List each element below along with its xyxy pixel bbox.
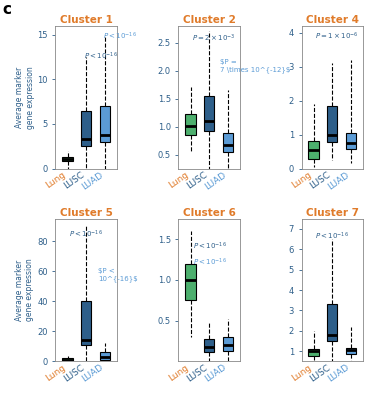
- PathPatch shape: [186, 114, 196, 135]
- PathPatch shape: [204, 96, 214, 131]
- Title: Cluster 1: Cluster 1: [60, 15, 113, 25]
- Text: $P < 10^{-16}$: $P < 10^{-16}$: [84, 51, 118, 62]
- Text: $P = 1 \times 10^{-6}$: $P = 1 \times 10^{-6}$: [314, 31, 358, 42]
- Text: $P < 10^{-16}$: $P < 10^{-16}$: [194, 257, 227, 268]
- PathPatch shape: [204, 340, 214, 352]
- PathPatch shape: [100, 106, 110, 142]
- PathPatch shape: [81, 301, 91, 345]
- PathPatch shape: [62, 157, 73, 161]
- PathPatch shape: [346, 133, 356, 149]
- PathPatch shape: [62, 358, 73, 361]
- Title: Cluster 6: Cluster 6: [183, 208, 235, 218]
- PathPatch shape: [327, 304, 338, 341]
- PathPatch shape: [186, 263, 196, 300]
- Y-axis label: Average marker
gene expression: Average marker gene expression: [15, 66, 34, 128]
- Text: $P < 10^{-16}$: $P < 10^{-16}$: [194, 241, 227, 252]
- Title: Cluster 4: Cluster 4: [306, 15, 359, 25]
- Text: $P < 10^{-16}$: $P < 10^{-16}$: [70, 229, 103, 241]
- Title: Cluster 7: Cluster 7: [306, 208, 359, 218]
- PathPatch shape: [308, 349, 319, 356]
- Text: $P =
7 \times 10^{-12}$: $P = 7 \times 10^{-12}$: [220, 59, 291, 73]
- Text: $P < 10^{-16}$: $P < 10^{-16}$: [316, 231, 349, 242]
- PathPatch shape: [327, 106, 338, 142]
- PathPatch shape: [346, 348, 356, 354]
- Y-axis label: Average marker
gene expression: Average marker gene expression: [15, 259, 34, 322]
- PathPatch shape: [223, 133, 233, 152]
- Text: $P = 2 \times 10^{-3}$: $P = 2 \times 10^{-3}$: [192, 32, 235, 44]
- PathPatch shape: [223, 337, 233, 351]
- Title: Cluster 5: Cluster 5: [60, 208, 113, 218]
- Text: $P <
10^{-16}$: $P < 10^{-16}$: [98, 268, 138, 282]
- Text: c: c: [2, 2, 11, 17]
- PathPatch shape: [81, 111, 91, 146]
- Title: Cluster 2: Cluster 2: [183, 15, 235, 25]
- PathPatch shape: [308, 141, 319, 159]
- PathPatch shape: [100, 352, 110, 359]
- Text: $P < 10^{-16}$: $P < 10^{-16}$: [103, 31, 137, 42]
